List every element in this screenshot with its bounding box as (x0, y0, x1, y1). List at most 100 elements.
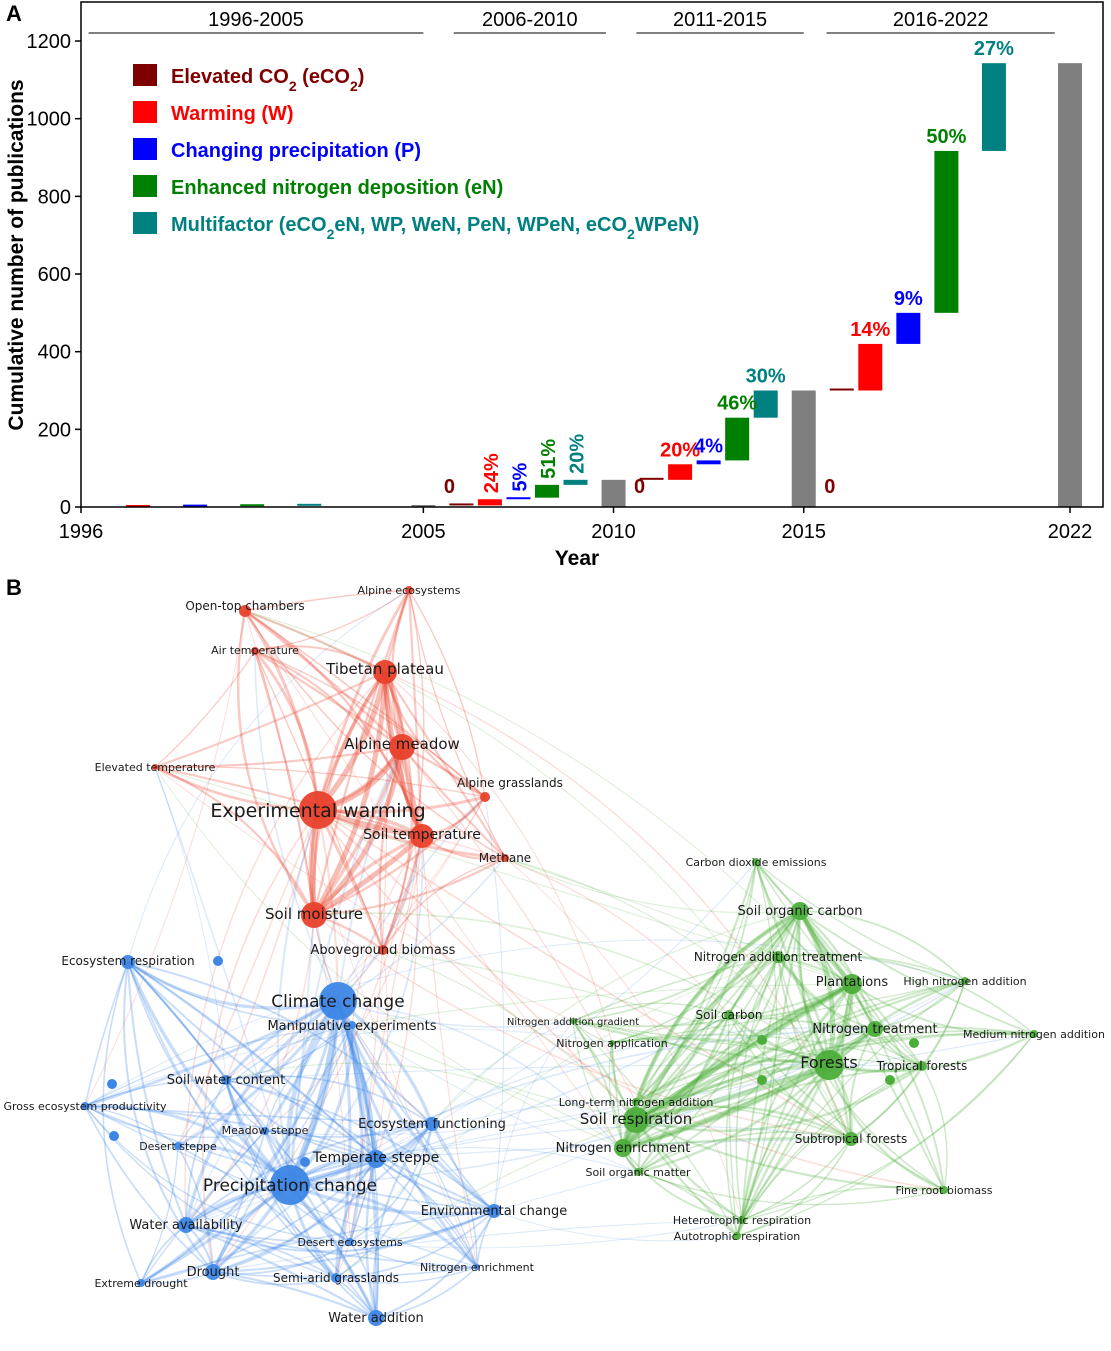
network-edge (401, 746, 506, 859)
bar-value-label: 20% (567, 434, 589, 474)
network-edge (635, 910, 801, 1103)
network-edge (244, 610, 852, 1140)
node-alpine-ecosystems (405, 586, 413, 594)
node-label-alpine-meadow: Alpine meadow (344, 735, 460, 753)
node-nitrogen-enrichment-blue (474, 1264, 480, 1270)
node-label-nitrogen-addition-treatment: Nitrogen addition treatment (694, 950, 863, 964)
node-label-methane: Methane (479, 851, 531, 865)
network-edge (289, 1028, 876, 1186)
network-edge (728, 1014, 852, 1140)
node-label-medium-nitrogen-addition: Medium nitrogen addition (963, 1028, 1105, 1041)
network-edge (921, 980, 966, 1067)
network-edge (349, 671, 388, 1243)
x-tick-label: 2015 (781, 521, 826, 543)
network-edge (316, 589, 411, 811)
network-edge (736, 861, 778, 1237)
y-tick-label: 0 (60, 497, 71, 519)
bar-value-label: 0 (824, 476, 835, 498)
period-label: 1996-2005 (208, 9, 304, 31)
network-edge (622, 1062, 831, 1151)
node-nitrogen-enrichment-green (614, 1139, 632, 1157)
node-autotrophic-respiration (733, 1232, 741, 1240)
network-edge (84, 610, 246, 1107)
network-edge (351, 1024, 380, 1319)
network-edge (375, 1158, 495, 1213)
network-edge (154, 765, 319, 812)
network-edge (635, 1119, 743, 1221)
network-edge (728, 956, 779, 1016)
network-edge (504, 857, 830, 1066)
network-edge (264, 1101, 637, 1136)
node-tibetan-plateau (373, 660, 397, 684)
network-edge (622, 1028, 876, 1150)
network-edge (408, 589, 486, 798)
bar-value-label: 0 (634, 476, 645, 498)
network-edge (337, 796, 486, 1002)
network-edge (154, 650, 256, 768)
network-edge (504, 857, 853, 985)
network-edge (337, 857, 506, 1002)
x-tick-label: 2022 (1048, 521, 1093, 543)
network-edge (572, 1020, 923, 1067)
chart-legend: Elevated CO2 (eCO2) Warming (W) Changing p… (133, 64, 699, 242)
network-edge (84, 1105, 266, 1138)
network-edge (264, 835, 423, 1132)
node-label-long-term-nitrogen-addition: Long-term nitrogen addition (559, 1096, 714, 1109)
network-edge (375, 1033, 1035, 1160)
network-edge (312, 746, 404, 916)
network-edge (384, 671, 852, 1140)
network-edge (335, 1119, 637, 1279)
node-label-heterotrophic-respiration: Heterotrophic respiration (673, 1214, 811, 1227)
network-edge (264, 1130, 377, 1160)
bar-value-label: 50% (926, 126, 966, 148)
network-edge (827, 1064, 945, 1192)
network-edge (140, 1183, 291, 1285)
network-edge (741, 1033, 1035, 1221)
network-edge (493, 1171, 639, 1212)
network-edge (611, 980, 966, 1044)
network-edge (378, 746, 404, 951)
bar-eN (934, 150, 959, 313)
network-edge (225, 1079, 337, 1279)
network-edge (212, 1123, 433, 1273)
network-edge (611, 1037, 830, 1067)
bar-W (126, 505, 151, 507)
network-edge (102, 961, 142, 1284)
y-tick-label: 1000 (27, 109, 72, 131)
network-edge (244, 609, 386, 674)
bar-value-label: 4% (694, 435, 723, 457)
node-precipitation-change (270, 1165, 310, 1205)
network-edge (127, 961, 377, 1160)
network-edge (244, 610, 506, 859)
node-nitrogen-application (609, 1040, 615, 1046)
network-edge (728, 983, 853, 1018)
network-edge (755, 861, 966, 982)
node-drought (205, 1264, 221, 1280)
network-edge (635, 861, 758, 1121)
network-edge (572, 910, 801, 1022)
node-label-alpine-ecosystems: Alpine ecosystems (358, 584, 461, 597)
network-edge (225, 1079, 478, 1268)
network-edge (177, 1145, 214, 1273)
network-edge (254, 650, 403, 748)
x-tick-label: 2010 (591, 521, 636, 543)
network-edge (127, 961, 337, 1279)
network-edge (349, 1241, 478, 1269)
network-edge (184, 671, 386, 1226)
network-edge (851, 983, 1035, 1036)
node-label-carbon-dioxide-emissions: Carbon dioxide emissions (686, 856, 827, 869)
network-edge (848, 1028, 876, 1140)
network-edge (484, 796, 505, 1212)
bar-value-label: 14% (850, 319, 890, 341)
node-tropical-forests (917, 1061, 927, 1071)
network-edge (735, 956, 779, 1221)
network-edge (244, 589, 410, 612)
network-edge (225, 1062, 624, 1149)
network-edge (84, 939, 966, 1107)
network-edge (799, 910, 923, 1067)
bar-P (896, 312, 921, 344)
bar-multi (753, 390, 778, 418)
period-headers: 1996-2005 2006-2010 2011-2015 2016-2022 (88, 9, 1055, 34)
network-edge (493, 1020, 574, 1212)
